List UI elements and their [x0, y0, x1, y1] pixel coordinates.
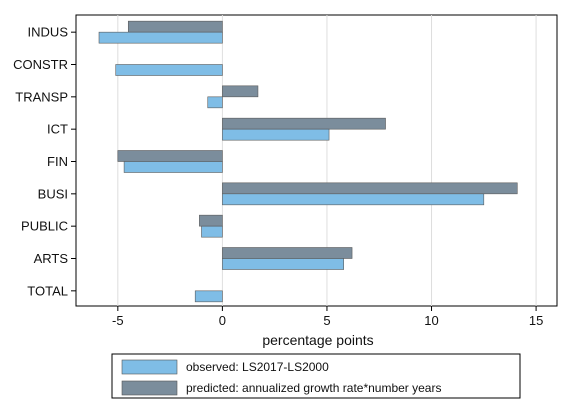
bar-predicted	[222, 182, 518, 195]
legend-label-predicted: predicted: annualized growth rate*number…	[186, 381, 441, 395]
x-tick-label: 10	[424, 313, 438, 328]
category-label: ICT	[47, 122, 68, 137]
legend-box	[111, 353, 521, 399]
category-label: TOTAL	[27, 283, 68, 298]
category-labels: INDUS CONSTR TRANSP ICT FIN BUSI PUBLIC ARTS TOT…	[13, 25, 76, 298]
bar-predicted	[222, 117, 386, 130]
x-tick-label: 5	[323, 313, 330, 328]
bar-predicted	[117, 150, 223, 162]
bar-observed	[222, 258, 344, 270]
x-tick-label: 0	[219, 313, 226, 328]
bar-observed	[98, 31, 223, 44]
category-label: TRANSP	[15, 89, 68, 104]
bar-predicted	[222, 85, 259, 98]
legend-label-observed: observed: LS2017-LS2000	[186, 360, 329, 374]
bar-predicted	[199, 214, 223, 227]
bar-predicted	[222, 247, 353, 259]
category-label: INDUS	[28, 25, 69, 40]
bar-observed	[222, 193, 485, 206]
bar-predicted	[127, 20, 223, 33]
bar-observed	[222, 128, 330, 141]
x-tick-label: -5	[112, 313, 124, 328]
category-label: CONSTR	[13, 57, 68, 72]
x-axis-ticks: -5 0 5 10 15	[112, 306, 543, 328]
bar-observed	[201, 225, 223, 238]
bar-observed	[207, 96, 223, 109]
legend-swatch-observed	[121, 359, 178, 375]
category-label: BUSI	[38, 186, 68, 201]
bar-observed	[194, 290, 223, 303]
category-label: ARTS	[34, 251, 69, 266]
category-label: PUBLIC	[21, 219, 68, 234]
x-tick-label: 15	[529, 313, 543, 328]
category-label: FIN	[47, 154, 68, 169]
x-axis-title: percentage points	[262, 332, 373, 348]
bar-observed	[115, 64, 223, 76]
bar-observed	[123, 161, 223, 173]
legend: observed: LS2017-LS2000 predicted: annua…	[111, 353, 521, 399]
legend-swatch-predicted	[121, 380, 178, 396]
bars	[98, 20, 518, 303]
